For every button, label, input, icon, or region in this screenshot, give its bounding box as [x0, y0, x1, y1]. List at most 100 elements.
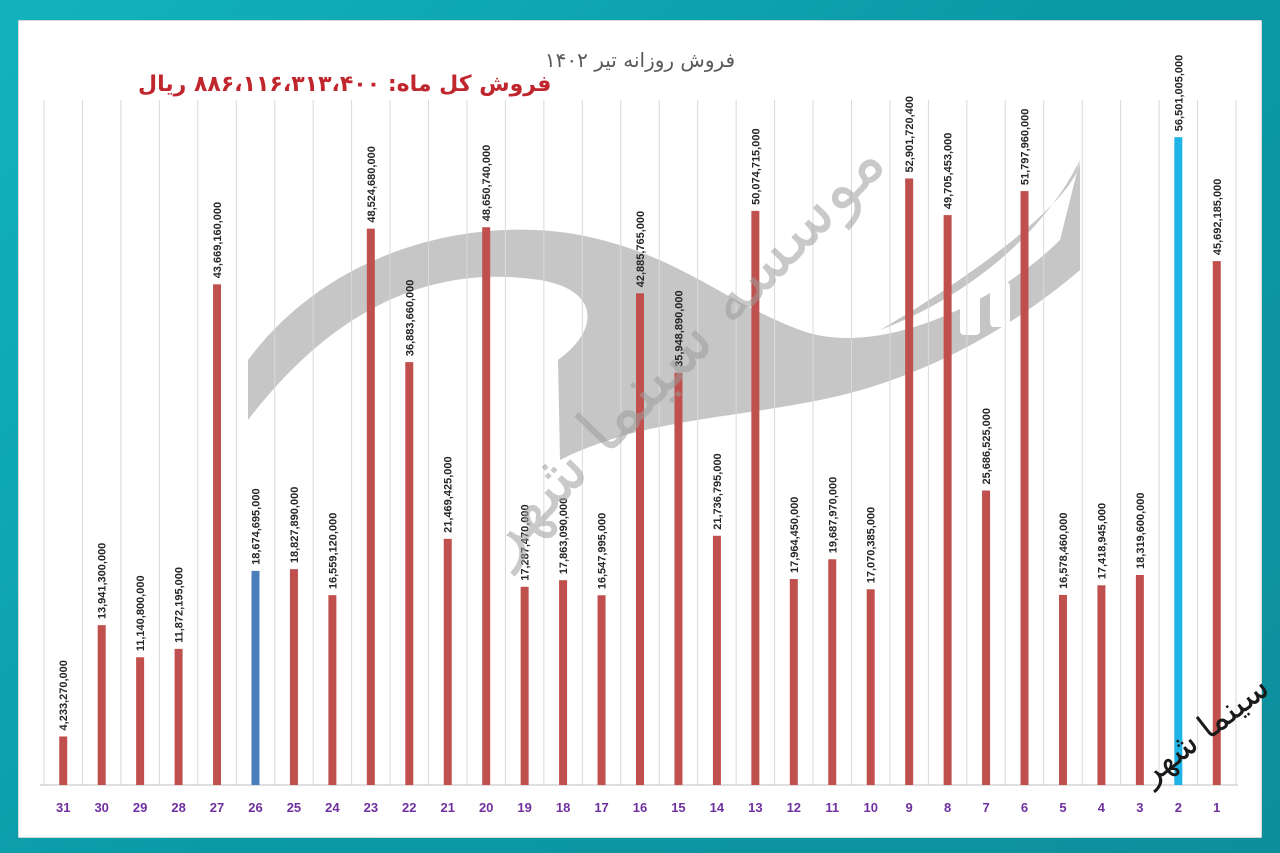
- category-label-day-27: 27: [210, 800, 224, 815]
- category-label-day-6: 6: [1021, 800, 1028, 815]
- value-label-day-14: 21,736,795,000: [712, 453, 724, 529]
- value-label-day-3: 18,319,600,000: [1135, 492, 1147, 568]
- value-label-day-10: 17,070,385,000: [866, 507, 878, 583]
- value-label-day-19: 17,287,470,000: [520, 504, 532, 580]
- bar-day-9: [905, 178, 914, 785]
- category-label-day-28: 28: [171, 800, 185, 815]
- category-label-day-15: 15: [671, 800, 685, 815]
- category-label-day-18: 18: [556, 800, 570, 815]
- value-label-day-2: 56,501,005,000: [1173, 55, 1185, 131]
- category-label-day-4: 4: [1098, 800, 1106, 815]
- category-label-day-20: 20: [479, 800, 493, 815]
- value-label-day-5: 16,578,460,000: [1058, 512, 1070, 588]
- total-sales-label: فروش کل ماه: ۸۸۶،۱۱۶،۳۱۳،۴۰۰ ریال: [138, 72, 552, 97]
- bar-day-3: [1135, 574, 1144, 785]
- category-label-day-11: 11: [825, 800, 839, 815]
- value-label-day-9: 52,901,720,400: [904, 96, 916, 172]
- category-label-day-9: 9: [906, 800, 913, 815]
- bar-day-20: [482, 227, 491, 786]
- category-label-day-12: 12: [787, 800, 801, 815]
- bar-day-29: [136, 657, 145, 785]
- value-label-day-22: 36,883,660,000: [404, 280, 416, 356]
- bar-day-24: [328, 595, 337, 785]
- value-label-day-16: 42,885,765,000: [635, 211, 647, 287]
- category-label-day-26: 26: [248, 800, 262, 815]
- value-label-day-6: 51,797,960,000: [1020, 109, 1032, 185]
- gridlines: [43, 100, 1237, 785]
- value-label-day-12: 17,964,450,000: [789, 497, 801, 573]
- category-label-day-30: 30: [94, 800, 108, 815]
- value-label-day-28: 11,872,195,000: [174, 567, 186, 643]
- value-label-day-7: 25,686,525,000: [981, 408, 993, 484]
- bar-day-13: [751, 210, 760, 785]
- value-label-day-31: 4,233,270,000: [58, 660, 70, 730]
- category-label-day-3: 3: [1136, 800, 1143, 815]
- value-label-day-29: 11,140,800,000: [135, 575, 147, 651]
- value-label-day-13: 50,074,715,000: [750, 128, 762, 204]
- bar-day-17: [597, 595, 606, 785]
- bar-day-27: [213, 284, 222, 785]
- category-label-day-1: 1: [1213, 800, 1220, 815]
- category-label-day-16: 16: [633, 800, 647, 815]
- category-label-day-21: 21: [441, 800, 455, 815]
- bar-day-15: [674, 372, 683, 785]
- category-label-day-24: 24: [325, 800, 340, 815]
- bar-day-25: [289, 569, 298, 785]
- category-label-day-17: 17: [594, 800, 608, 815]
- category-label-day-2: 2: [1175, 800, 1182, 815]
- value-label-day-17: 16,547,995,000: [597, 513, 609, 589]
- bar-day-28: [174, 648, 183, 785]
- bar-day-23: [366, 228, 375, 785]
- value-label-day-20: 48,650,740,000: [481, 145, 493, 221]
- bar-day-21: [443, 538, 452, 785]
- bar-day-11: [828, 559, 837, 785]
- category-label-day-10: 10: [863, 800, 877, 815]
- bar-day-14: [712, 535, 721, 785]
- value-label-day-25: 18,827,890,000: [289, 487, 301, 563]
- value-label-day-4: 17,418,945,000: [1096, 503, 1108, 579]
- bar-day-10: [866, 589, 875, 785]
- bar-day-4: [1097, 585, 1106, 785]
- value-label-day-21: 21,469,425,000: [443, 456, 455, 532]
- value-label-day-30: 13,941,300,000: [97, 543, 109, 619]
- category-label-day-5: 5: [1059, 800, 1066, 815]
- value-label-day-23: 48,524,680,000: [366, 146, 378, 222]
- bar-day-22: [405, 362, 414, 785]
- bar-day-30: [97, 625, 106, 785]
- category-label-day-19: 19: [517, 800, 531, 815]
- category-labels: 1234567891011121314151617181920212223242…: [56, 800, 1220, 815]
- category-label-day-31: 31: [56, 800, 70, 815]
- bar-day-8: [943, 215, 952, 786]
- bar-day-1: [1212, 261, 1221, 785]
- bars: [59, 137, 1221, 786]
- category-label-day-8: 8: [944, 800, 951, 815]
- category-label-day-29: 29: [133, 800, 147, 815]
- bar-day-2: [1174, 137, 1183, 785]
- category-label-day-23: 23: [364, 800, 378, 815]
- bar-day-26: [251, 570, 260, 785]
- value-label-day-8: 49,705,453,000: [943, 133, 955, 209]
- bar-day-31: [59, 736, 68, 785]
- value-labels: 45,692,185,000 56,501,005,000 18,319,600,0…: [58, 55, 1224, 731]
- bar-day-18: [559, 580, 568, 785]
- bar-day-12: [789, 579, 798, 785]
- value-label-day-1: 45,692,185,000: [1212, 179, 1224, 255]
- category-label-day-7: 7: [982, 800, 989, 815]
- bar-day-16: [636, 293, 644, 785]
- value-label-day-27: 43,669,160,000: [212, 202, 224, 278]
- bar-day-6: [1020, 191, 1029, 785]
- bar-day-19: [520, 586, 529, 785]
- chart-title: فروش روزانه تیر ۱۴۰۲: [544, 48, 736, 72]
- category-label-day-25: 25: [287, 800, 301, 815]
- value-label-day-18: 17,863,090,000: [558, 498, 570, 574]
- bar-day-5: [1058, 594, 1067, 785]
- bar-day-7: [982, 490, 991, 785]
- value-label-day-11: 19,687,970,000: [827, 477, 839, 553]
- category-label-day-14: 14: [710, 800, 725, 815]
- category-label-day-13: 13: [748, 800, 762, 815]
- value-label-day-15: 35,948,890,000: [673, 290, 685, 366]
- value-label-day-24: 16,559,120,000: [327, 513, 339, 589]
- value-label-day-26: 18,674,695,000: [250, 488, 262, 564]
- category-label-day-22: 22: [402, 800, 416, 815]
